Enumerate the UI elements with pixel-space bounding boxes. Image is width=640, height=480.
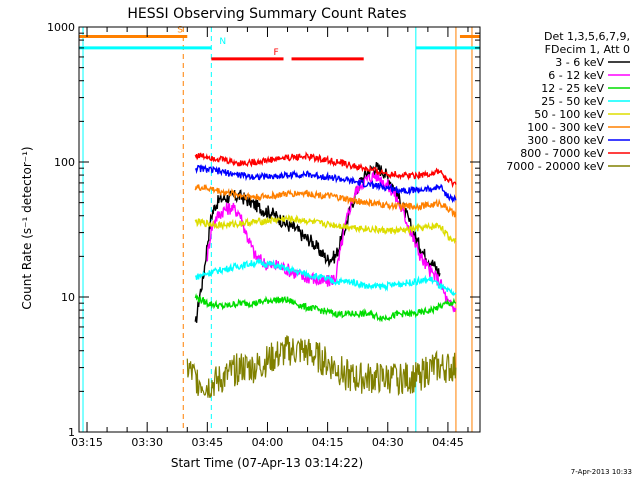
legend-entry-label: 300 - 800 keV bbox=[527, 134, 604, 147]
flag-F-label: F bbox=[274, 48, 279, 58]
y-tick-label: 100 bbox=[54, 156, 75, 169]
y-axis-label: Count Rate (s⁻¹ detector⁻¹) bbox=[20, 146, 34, 309]
series-line-4 bbox=[194, 214, 457, 245]
flag-N-label: N bbox=[219, 37, 226, 47]
x-tick-label: 04:30 bbox=[372, 436, 404, 449]
axes: 1 10 100 1000 03:15 03:30 03:45 04:00 04:15 04:30… bbox=[47, 21, 481, 449]
legend-entry-label: 50 - 100 keV bbox=[534, 108, 604, 121]
y-tick-label: 1 bbox=[68, 426, 75, 439]
legend-entry-label: 6 - 12 keV bbox=[548, 69, 604, 82]
footer-date-stamp: 7-Apr-2013 10:33 bbox=[570, 468, 632, 476]
x-tick-label: 03:30 bbox=[131, 436, 163, 449]
series-line-6 bbox=[194, 163, 457, 204]
legend-entry-label: 3 - 6 keV bbox=[555, 56, 604, 69]
legend: Det 1,3,5,6,7,9,FDecim 1, Att 03 - 6 keV… bbox=[506, 30, 630, 173]
series-line-0 bbox=[194, 162, 441, 323]
series-line-2 bbox=[194, 293, 457, 323]
series-line-1 bbox=[206, 169, 457, 313]
legend-header-line: Det 1,3,5,6,7,9, bbox=[544, 30, 630, 43]
flag-annotations: S N F bbox=[79, 26, 480, 61]
x-axis-label: Start Time (07-Apr-13 03:14:22) bbox=[171, 456, 363, 470]
x-tick-label: 03:15 bbox=[71, 436, 103, 449]
series-lines bbox=[186, 151, 457, 399]
legend-header-line: FDecim 1, Att 0 bbox=[545, 43, 630, 56]
x-tick-label: 03:45 bbox=[191, 436, 223, 449]
chart-title: HESSI Observing Summary Count Rates bbox=[127, 6, 406, 22]
series-line-8 bbox=[186, 335, 457, 399]
legend-entry-label: 800 - 7000 keV bbox=[520, 147, 604, 160]
x-tick-label: 04:15 bbox=[312, 436, 344, 449]
y-tick-label: 1000 bbox=[47, 21, 75, 34]
flag-S-label: S bbox=[177, 26, 183, 36]
x-tick-label: 04:45 bbox=[432, 436, 464, 449]
legend-entry-label: 12 - 25 keV bbox=[541, 82, 604, 95]
y-tick-label: 10 bbox=[61, 291, 75, 304]
series-line-3 bbox=[194, 257, 457, 297]
legend-entry-label: 25 - 50 keV bbox=[541, 95, 604, 108]
legend-entry-label: 100 - 300 keV bbox=[527, 121, 604, 134]
series-line-5 bbox=[194, 183, 457, 218]
plot-frame bbox=[78, 26, 481, 433]
legend-entry-label: 7000 - 20000 keV bbox=[506, 160, 604, 173]
series-line-7 bbox=[194, 151, 457, 189]
x-tick-label: 04:00 bbox=[252, 436, 284, 449]
